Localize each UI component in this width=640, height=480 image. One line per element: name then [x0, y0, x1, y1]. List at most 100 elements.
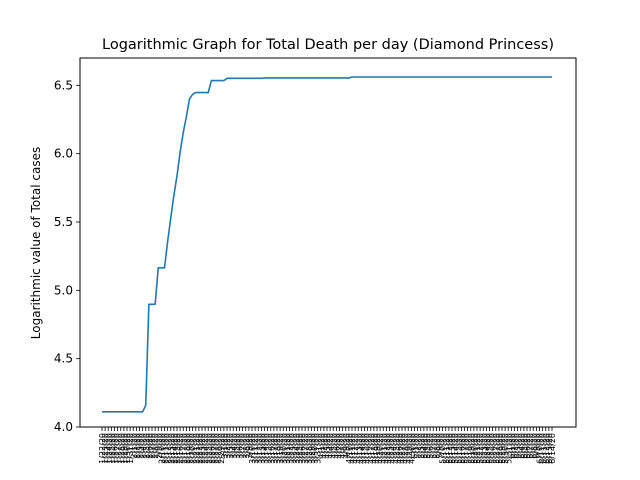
- x-tick-label: 6/5/20: [520, 433, 529, 459]
- x-tick-label: 3/19/20: [276, 433, 285, 464]
- x-tick-label: 4/26/20: [395, 433, 404, 464]
- x-tick-label: 2/22/20: [195, 433, 204, 464]
- x-tick-label: 1/23/20: [101, 433, 110, 464]
- x-tick-label: 5/9/20: [436, 433, 445, 459]
- x-tick-label: 4/10/20: [345, 433, 354, 464]
- x-tick-label: 2/14/20: [170, 433, 179, 464]
- x-tick-label: 3/14/20: [261, 433, 270, 464]
- x-tick-label: 4/3/20: [323, 433, 332, 459]
- x-tick-label: 4/17/20: [367, 433, 376, 464]
- x-tick-label: 5/12/20: [445, 433, 454, 464]
- x-tick-label: 2/1/20: [129, 433, 138, 459]
- x-tick-label: 2/10/20: [157, 433, 166, 464]
- x-tick-label: 4/5/20: [329, 433, 338, 459]
- x-tick-label: 4/21/20: [379, 433, 388, 464]
- x-tick-label: 4/13/20: [354, 433, 363, 464]
- x-tick-label: 5/26/20: [489, 433, 498, 464]
- x-tick-label: 4/18/20: [370, 433, 379, 464]
- x-tick-label: 3/10/20: [248, 433, 257, 464]
- x-tick-label: 5/30/20: [501, 433, 510, 464]
- x-tick-label: 2/3/20: [136, 433, 145, 459]
- x-tick-label: 3/18/20: [273, 433, 282, 464]
- x-tick-label: 5/23/20: [479, 433, 488, 464]
- x-tick-label: 3/24/20: [292, 433, 301, 464]
- x-tick-label: 6/8/20: [529, 433, 538, 459]
- x-tick-label: 6/2/20: [511, 433, 520, 459]
- x-tick-label: 1/24/20: [104, 433, 113, 464]
- x-tick-label: 5/16/20: [457, 433, 466, 464]
- x-tick-label: 3/12/20: [254, 433, 263, 464]
- x-tick-label: 5/11/20: [442, 433, 451, 464]
- axes-frame: [79, 57, 577, 428]
- x-tick-label: 5/17/20: [461, 433, 470, 464]
- y-tick-label: 6.5: [54, 78, 73, 92]
- x-tick-label: 5/29/20: [498, 433, 507, 464]
- x-tick-label: 4/25/20: [392, 433, 401, 464]
- x-tick-label: 2/4/20: [139, 433, 148, 459]
- x-tick-label: 3/25/20: [295, 433, 304, 464]
- x-tick-label: 3/28/20: [304, 433, 313, 464]
- x-tick-label: 4/23/20: [386, 433, 395, 464]
- x-tick-label: 3/13/20: [257, 433, 266, 464]
- x-tick-label: 5/21/20: [473, 433, 482, 464]
- x-tick-label: 4/14/20: [357, 433, 366, 464]
- x-tick-label: 5/14/20: [451, 433, 460, 464]
- x-tick-label: 4/24/20: [389, 433, 398, 464]
- x-tick-label: 2/5/20: [142, 433, 151, 459]
- x-tick-label: 3/3/20: [226, 433, 235, 459]
- x-tick-label: 4/11/20: [348, 433, 357, 464]
- x-tick-label: 4/29/20: [404, 433, 413, 464]
- x-tick-label: 5/8/20: [432, 433, 441, 459]
- x-tick-label: 4/16/20: [364, 433, 373, 464]
- x-tick-label: 5/27/20: [492, 433, 501, 464]
- x-tick-label: 4/15/20: [361, 433, 370, 464]
- plot-area: 4.04.55.05.56.06.51/22/201/23/201/24/201…: [54, 76, 557, 464]
- x-tick-label: 3/11/20: [251, 433, 260, 464]
- x-tick-label: 3/9/20: [245, 433, 254, 459]
- x-tick-label: 4/4/20: [326, 433, 335, 459]
- x-tick-label: 2/26/20: [207, 433, 216, 464]
- x-tick-label: 5/28/20: [495, 433, 504, 464]
- x-tick-label: 1/27/20: [114, 433, 123, 464]
- x-tick-label: 5/5/20: [423, 433, 432, 459]
- x-tick-label: 6/9/20: [532, 433, 541, 459]
- x-tick-label: 2/19/20: [186, 433, 195, 464]
- x-tick-label: 2/11/20: [161, 433, 170, 464]
- x-tick-label: 1/22/20: [98, 433, 107, 464]
- x-tick-label: 2/8/20: [151, 433, 160, 459]
- x-tick-label: 2/12/20: [164, 433, 173, 464]
- x-tick-label: 3/4/20: [229, 433, 238, 459]
- x-tick-label: 3/16/20: [267, 433, 276, 464]
- series-line-total-death: [102, 76, 552, 413]
- x-tick-label: 3/15/20: [264, 433, 273, 464]
- x-tick-label: 4/28/20: [401, 433, 410, 464]
- x-tick-label: 6/6/20: [523, 433, 532, 459]
- x-tick-label: 1/30/20: [123, 433, 132, 464]
- x-tick-label: 1/31/20: [126, 433, 135, 464]
- x-tick-label: 5/15/20: [454, 433, 463, 464]
- x-tick-label: 2/25/20: [204, 433, 213, 464]
- x-tick-label: 4/6/20: [332, 433, 341, 459]
- x-tick-label: 3/23/20: [289, 433, 298, 464]
- x-tick-label: 6/14/20: [548, 433, 557, 464]
- chart-title: Logarithmic Graph for Total Death per da…: [102, 37, 554, 53]
- x-tick-label: 2/28/20: [214, 433, 223, 464]
- y-tick-label: 5.0: [54, 283, 73, 297]
- x-tick-label: 6/11/20: [539, 433, 548, 464]
- x-tick-label: 4/22/20: [382, 433, 391, 464]
- x-tick-label: 4/30/20: [407, 433, 416, 464]
- x-tick-label: 5/24/20: [482, 433, 491, 464]
- x-tick-label: 3/30/20: [311, 433, 320, 464]
- x-tick-label: 2/21/20: [192, 433, 201, 464]
- x-tick-label: 3/17/20: [270, 433, 279, 464]
- x-tick-label: 3/22/20: [286, 433, 295, 464]
- x-tick-label: 1/25/20: [107, 433, 116, 464]
- x-tick-label: 5/3/20: [417, 433, 426, 459]
- x-tick-label: 3/1/20: [220, 433, 229, 459]
- x-tick-label: 3/21/20: [282, 433, 291, 464]
- x-tick-label: 2/27/20: [211, 433, 220, 464]
- x-tick-label: 5/31/20: [504, 433, 513, 464]
- y-axis-label: Logarithmic value of Total cases: [29, 147, 43, 339]
- x-tick-label: 4/1/20: [317, 433, 326, 459]
